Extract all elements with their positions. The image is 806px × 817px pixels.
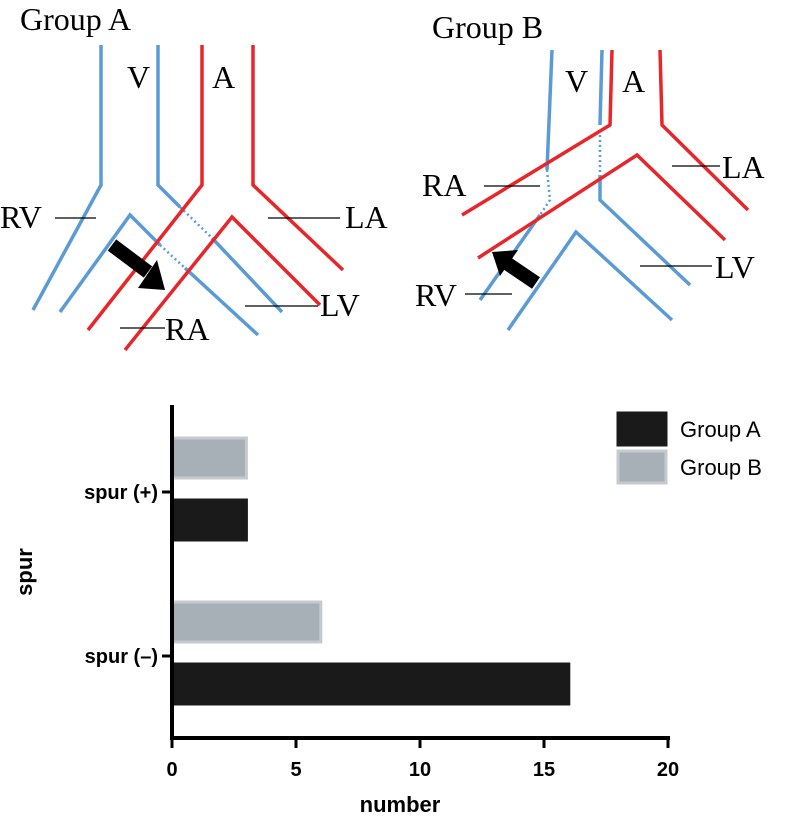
label: RV xyxy=(415,277,457,313)
diagram-group-a: Group A V A RV LA RA LV xyxy=(0,1,388,352)
label: LV xyxy=(715,249,755,285)
vessel xyxy=(183,266,260,337)
label: A xyxy=(622,63,645,99)
panel-title: Group A xyxy=(20,1,131,37)
diagram-group-b: Group B V A RA LA LV RV xyxy=(415,9,765,331)
y-axis-label: spur xyxy=(12,548,37,596)
vessel xyxy=(506,229,674,331)
x-tick-label: 20 xyxy=(657,759,679,781)
vessel xyxy=(598,175,692,287)
bar xyxy=(170,436,248,480)
vessel xyxy=(86,45,204,332)
legend-label: Group B xyxy=(680,455,762,480)
vessel xyxy=(598,49,604,126)
bar xyxy=(170,600,323,644)
legend-swatch xyxy=(616,411,668,447)
bar-chart: 0 5 10 15 20 spur (+) spur (–) number spur Group … xyxy=(12,405,762,817)
vessel-dotted xyxy=(179,206,213,239)
vessel xyxy=(31,45,103,311)
vessel xyxy=(156,45,182,209)
arrow-head xyxy=(138,260,165,290)
panel-title: Group B xyxy=(432,9,543,45)
x-axis-label: number xyxy=(360,792,441,817)
x-tick-label: 0 xyxy=(166,759,177,781)
legend-swatch xyxy=(616,449,668,485)
legend-label: Group A xyxy=(680,417,761,442)
label: V xyxy=(565,63,588,99)
vessel xyxy=(210,236,284,314)
vessel xyxy=(58,212,162,314)
arrow xyxy=(107,239,153,278)
vessel xyxy=(658,49,750,212)
vessel xyxy=(477,152,727,260)
vessel-dotted xyxy=(159,244,186,269)
label: LV xyxy=(320,287,360,323)
bar xyxy=(170,498,248,542)
bar xyxy=(170,662,571,706)
y-tick-label: spur (–) xyxy=(85,646,158,668)
x-tick-label: 5 xyxy=(290,759,301,781)
label: A xyxy=(212,59,235,95)
label: LA xyxy=(345,199,388,235)
x-tick-label: 10 xyxy=(409,759,431,781)
label: RA xyxy=(165,311,209,347)
arrow xyxy=(501,256,540,289)
vessel xyxy=(461,49,614,217)
label: V xyxy=(127,59,150,95)
vessel-dotted xyxy=(538,169,552,216)
label: RA xyxy=(422,167,466,203)
y-tick-label: spur (+) xyxy=(84,482,158,504)
arrow-head xyxy=(492,250,518,276)
vessel xyxy=(123,214,322,352)
x-tick-label: 15 xyxy=(533,759,555,781)
label: RV xyxy=(0,199,42,235)
vessel xyxy=(545,49,554,171)
vessel xyxy=(251,45,345,272)
label: LA xyxy=(722,149,765,185)
